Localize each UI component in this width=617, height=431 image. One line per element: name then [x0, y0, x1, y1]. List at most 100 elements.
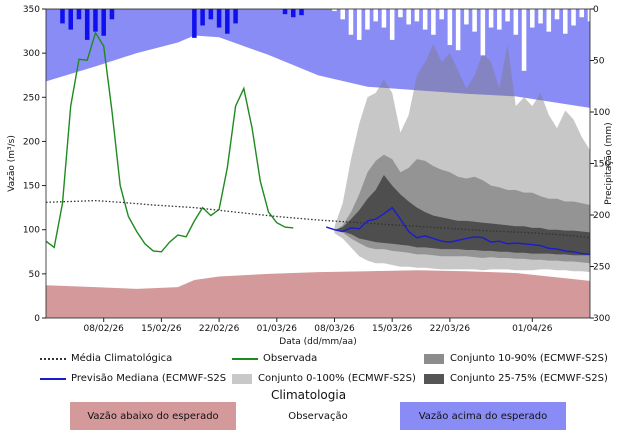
observed-precip-bar [60, 9, 65, 24]
legend: Média Climatológica Observada Conjunto 1… [36, 353, 608, 391]
x-tick-label: 01/03/26 [257, 324, 298, 334]
forecast-precip-bar [455, 9, 461, 51]
y-tick-label: 50 [29, 270, 41, 280]
y2-tick-label: 150 [593, 160, 610, 170]
light-gray-box-swatch [232, 373, 252, 384]
climatological-mean-line [46, 199, 590, 239]
y2-tick-label: 100 [593, 108, 610, 118]
legend-item-median-forecast: Previsão Mediana (ECMWF-S2S [40, 373, 226, 384]
observed-precip-bar [76, 9, 82, 20]
x-tick-label: 22/02/26 [199, 324, 240, 334]
ensemble-25-75-band [334, 175, 590, 256]
climatology-below-label: Vazão abaixo do esperado [87, 410, 219, 422]
plot-area [46, 9, 590, 318]
y-tick-label: 100 [23, 226, 40, 236]
observed-precip-bar [282, 9, 288, 15]
forecast-precip-bar [389, 9, 395, 40]
y-axis-label: Vazão (m³/s) [7, 135, 17, 192]
blue-line-swatch [40, 377, 66, 380]
climatology-above-label: Vazão acima do esperado [418, 410, 548, 422]
observed-precip-bar [192, 9, 197, 38]
climatology-observation-swatch: Observação [236, 402, 400, 430]
observed-precip-bar [299, 9, 304, 16]
forecast-precip-bar [348, 9, 354, 35]
legend-label: Conjunto 25-75% (ECMWF-S2S) [450, 373, 608, 384]
forecast-precip-bar [398, 9, 403, 18]
x-tick-label: 15/02/26 [141, 324, 182, 334]
legend-label: Média Climatológica [71, 353, 173, 364]
forecast-precip-bar [431, 9, 436, 35]
median-forecast-line [325, 206, 590, 256]
forecast-precip-bar [381, 9, 387, 28]
y-tick-label: 150 [23, 182, 40, 192]
legend-label: Conjunto 10-90% (ECMWF-S2S) [450, 353, 608, 364]
legend-item-ensemble-25-75: Conjunto 25-75% (ECMWF-S2S) [424, 373, 608, 384]
y2-tick-label: 200 [593, 211, 610, 221]
forecast-precip-bar [414, 9, 420, 22]
forecast-precip-bar [538, 9, 543, 24]
forecast-precip-bar [554, 9, 560, 20]
legend-label: Conjunto 0-100% (ECMWF-S2S) [258, 373, 416, 384]
climatology-below-swatch: Vazão abaixo do esperado [70, 402, 236, 430]
observed-precip-bar [68, 9, 73, 30]
forecast-precip-bar [513, 9, 519, 35]
y-tick-label: 200 [23, 137, 40, 147]
observed-precip-bar [216, 9, 222, 28]
forecast-precip-bar [356, 9, 362, 40]
forecast-precip-bar [587, 9, 590, 22]
gray-box-swatch [424, 353, 444, 364]
y-tick-label: 0 [34, 314, 40, 324]
forecast-precip-bar [422, 9, 428, 30]
forecast-precip-bar [488, 9, 494, 28]
y2-tick-label: 0 [593, 5, 599, 15]
x-tick-label: 08/03/26 [314, 324, 355, 334]
forecast-precip-bar [480, 9, 486, 56]
forecast-precip-bar [530, 9, 535, 28]
forecast-precip-bar [365, 9, 370, 30]
observed-precip-bar [233, 9, 238, 24]
legend-item-observed: Observada [232, 353, 317, 364]
forecast-precip-bar [546, 9, 552, 32]
legend-label: Previsão Mediana (ECMWF-S2S [71, 373, 227, 384]
forecast-precip-bar [439, 9, 444, 20]
y2-tick-label: 300 [593, 314, 610, 324]
forecast-precip-bar [340, 9, 345, 20]
forecast-precip-bar [505, 9, 510, 22]
observed-precip-bar [101, 9, 106, 36]
observed-precip-bar [84, 9, 90, 40]
x-tick-label: 22/03/26 [430, 324, 471, 334]
y-tick-label: 300 [23, 49, 40, 59]
x-axis-label: Data (dd/mm/aa) [279, 337, 356, 347]
dotted-line-swatch [40, 357, 66, 360]
x-tick-label: 01/04/26 [512, 324, 553, 334]
forecast-precip-bar [332, 9, 337, 12]
legend-item-ensemble-0-100: Conjunto 0-100% (ECMWF-S2S) [232, 373, 416, 384]
below-expected-region [46, 270, 590, 318]
forecast-precip-bar [521, 9, 527, 71]
climatology-observation-label: Observação [288, 410, 348, 422]
observed-precip-bar [109, 9, 115, 20]
observed-precip-bar [291, 9, 296, 18]
forecast-precip-bar [406, 9, 411, 25]
observed-precip-bar [200, 9, 205, 26]
x-tick-label: 08/02/26 [83, 324, 124, 334]
observed-precip-bar [93, 9, 98, 32]
y2-tick-label: 250 [593, 263, 610, 273]
forecast-precip-bar [447, 9, 453, 46]
climatology-title: Climatologia [270, 388, 347, 402]
observed-precip-bar [208, 9, 214, 20]
forecast-precip-bar [579, 9, 585, 18]
green-line-swatch [232, 357, 258, 360]
y-tick-label: 350 [23, 5, 40, 15]
y2-axis-label: Precipitação (mm) [604, 122, 614, 204]
observed-precip-bar [225, 9, 230, 34]
streamflow-chart: 0 50 100 150 200 250 300 350 0 50 100 150 200 250 300 0… [7, 5, 614, 347]
legend-label: Observada [263, 353, 318, 364]
dark-gray-box-swatch [424, 373, 444, 384]
forecast-precip-bar [464, 9, 469, 25]
forecast-precip-bar [373, 9, 378, 22]
forecast-precip-bar [563, 9, 568, 34]
forecast-precip-bar [472, 9, 477, 32]
observed-line [46, 31, 294, 253]
x-tick-label: 15/03/26 [372, 324, 413, 334]
